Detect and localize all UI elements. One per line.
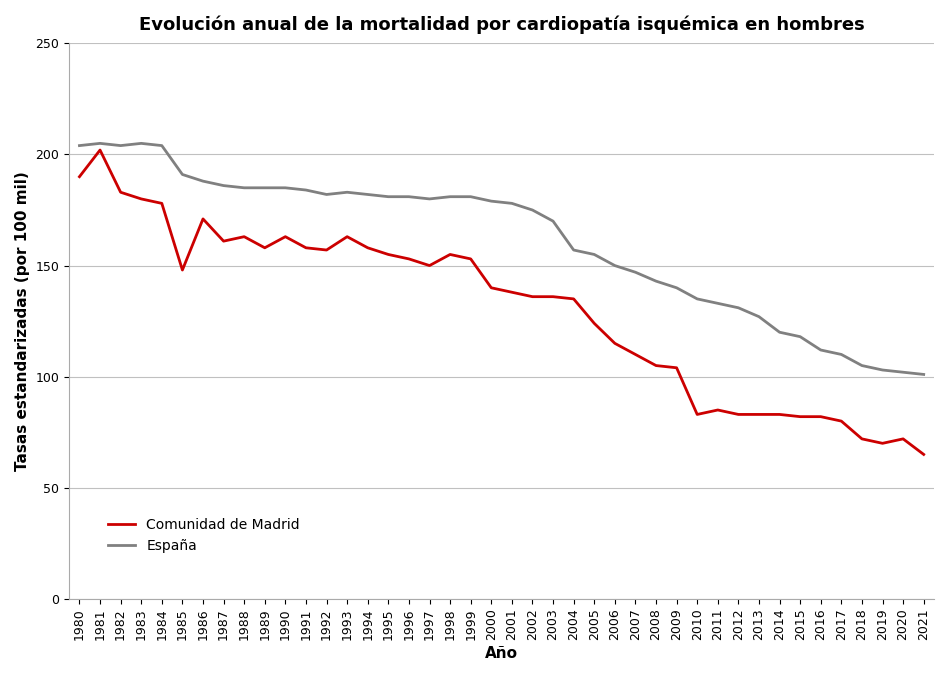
Y-axis label: Tasas estandarizadas (por 100 mil): Tasas estandarizadas (por 100 mil) (15, 171, 30, 471)
España (794, 333, 806, 341)
X-axis label: Año: Año (485, 646, 518, 661)
Comunidad de Madrid (815, 412, 827, 420)
Comunidad de Madrid (218, 237, 230, 245)
Comunidad de Madrid (630, 350, 642, 358)
Comunidad de Madrid (157, 199, 168, 208)
Comunidad de Madrid (650, 362, 661, 370)
España (94, 139, 105, 147)
España (238, 184, 250, 192)
Comunidad de Madrid (836, 417, 847, 425)
España (630, 268, 642, 276)
Comunidad de Madrid (527, 293, 538, 301)
Comunidad de Madrid (856, 435, 867, 443)
España (362, 191, 373, 199)
España (856, 362, 867, 370)
España (692, 295, 703, 303)
Comunidad de Madrid (424, 262, 436, 270)
España (815, 346, 827, 354)
España (588, 250, 600, 258)
Comunidad de Madrid (136, 195, 147, 203)
Comunidad de Madrid (712, 406, 723, 414)
Line: Comunidad de Madrid: Comunidad de Madrid (80, 150, 923, 454)
España (527, 206, 538, 214)
España (424, 195, 436, 203)
España (918, 370, 929, 379)
España (403, 193, 415, 201)
Comunidad de Madrid (754, 410, 765, 418)
España (259, 184, 270, 192)
Comunidad de Madrid (877, 439, 888, 448)
España (136, 139, 147, 147)
Comunidad de Madrid (300, 244, 311, 252)
Comunidad de Madrid (177, 266, 188, 274)
Title: Evolución anual de la mortalidad por cardiopatía isquémica en hombres: Evolución anual de la mortalidad por car… (139, 15, 865, 34)
España (444, 193, 456, 201)
España (650, 277, 661, 285)
Comunidad de Madrid (197, 215, 209, 223)
España (382, 193, 394, 201)
Comunidad de Madrid (238, 233, 250, 241)
Comunidad de Madrid (918, 450, 929, 458)
España (197, 177, 209, 185)
España (157, 141, 168, 149)
Comunidad de Madrid (773, 410, 785, 418)
Comunidad de Madrid (321, 246, 332, 254)
Comunidad de Madrid (609, 339, 621, 347)
Comunidad de Madrid (548, 293, 559, 301)
Comunidad de Madrid (506, 288, 517, 296)
Comunidad de Madrid (898, 435, 909, 443)
Comunidad de Madrid (382, 250, 394, 258)
España (754, 312, 765, 320)
Comunidad de Madrid (444, 250, 456, 258)
Line: España: España (80, 143, 923, 375)
España (342, 188, 353, 196)
Comunidad de Madrid (671, 364, 682, 372)
Comunidad de Madrid (794, 412, 806, 420)
España (321, 191, 332, 199)
España (300, 186, 311, 194)
España (506, 199, 517, 208)
España (609, 262, 621, 270)
Comunidad de Madrid (259, 244, 270, 252)
España (465, 193, 476, 201)
Comunidad de Madrid (486, 284, 497, 292)
Comunidad de Madrid (342, 233, 353, 241)
Comunidad de Madrid (115, 188, 126, 196)
España (671, 284, 682, 292)
España (74, 141, 85, 149)
España (115, 141, 126, 149)
España (712, 299, 723, 308)
Comunidad de Madrid (568, 295, 579, 303)
España (177, 170, 188, 178)
Comunidad de Madrid (733, 410, 744, 418)
Comunidad de Madrid (692, 410, 703, 418)
España (898, 368, 909, 377)
Comunidad de Madrid (74, 172, 85, 180)
España (836, 350, 847, 358)
España (773, 328, 785, 336)
Comunidad de Madrid (94, 146, 105, 154)
Comunidad de Madrid (588, 319, 600, 327)
España (568, 246, 579, 254)
España (486, 197, 497, 206)
España (877, 366, 888, 374)
España (218, 182, 230, 190)
España (548, 217, 559, 225)
España (733, 304, 744, 312)
Comunidad de Madrid (403, 255, 415, 263)
Legend: Comunidad de Madrid, España: Comunidad de Madrid, España (102, 512, 306, 558)
Comunidad de Madrid (465, 255, 476, 263)
Comunidad de Madrid (280, 233, 291, 241)
España (280, 184, 291, 192)
Comunidad de Madrid (362, 244, 373, 252)
